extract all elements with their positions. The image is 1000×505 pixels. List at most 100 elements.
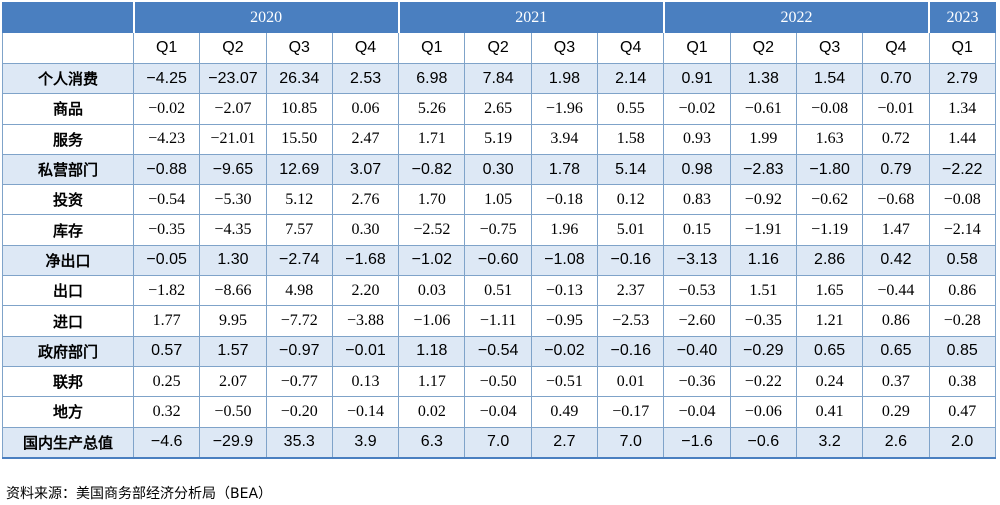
quarter-header-corner: [2, 32, 134, 64]
table-cell: −2.53: [597, 305, 665, 337]
row-label: 国内生产总值: [2, 426, 134, 459]
table-cell: 0.85: [928, 335, 996, 367]
table-cell: 2.65: [464, 93, 532, 125]
table-cell: −0.16: [597, 244, 665, 277]
table-cell: −0.02: [663, 93, 731, 125]
table-cell: 0.79: [862, 153, 930, 186]
table-cell: 2.20: [331, 275, 400, 307]
table-cell: 35.3: [265, 426, 333, 459]
table-cell: 1.16: [729, 244, 797, 277]
table-cell: 0.42: [862, 244, 930, 277]
row-label: 地方: [2, 396, 134, 428]
table-cell: −0.16: [597, 335, 665, 367]
table-cell: −0.05: [132, 244, 201, 277]
table-cell: −0.68: [862, 184, 930, 216]
table-cell: 0.55: [597, 93, 665, 125]
table-cell: 0.30: [331, 214, 400, 246]
table-cell: −9.65: [199, 153, 267, 186]
table-cell: 1.99: [729, 123, 797, 155]
table-row: 服务 −4.23 −21.01 15.50 2.47 1.71 5.19 3.94 1.58 0.…: [2, 123, 996, 155]
table-cell: −4.35: [199, 214, 267, 246]
table-cell: 1.98: [530, 62, 599, 95]
table-cell: 10.85: [265, 93, 333, 125]
table-cell: −0.95: [530, 305, 599, 337]
year-header-2022: 2022: [662, 2, 930, 33]
table-cell: −0.61: [729, 93, 797, 125]
table-cell: 0.91: [663, 62, 731, 95]
quarter-header: Q1: [928, 32, 996, 64]
table-cell: 1.51: [729, 275, 797, 307]
table-cell: 5.14: [597, 153, 665, 186]
table-row: 库存 −0.35 −4.35 7.57 0.30 −2.52 −0.75 1.96 5.01 0.…: [2, 214, 996, 246]
table-cell: −0.20: [265, 396, 333, 428]
table-cell: −0.54: [464, 335, 532, 367]
table-cell: 5.26: [398, 93, 466, 125]
table-cell: −0.50: [199, 396, 267, 428]
quarter-header: Q3: [795, 32, 864, 64]
table-row: 地方 0.32 −0.50 −0.20 −0.14 0.02 −0.04 0.49 −0.17−…: [2, 396, 996, 428]
table-cell: 1.96: [530, 214, 599, 246]
table-cell: −0.60: [464, 244, 532, 277]
year-header-2021: 2021: [397, 2, 665, 33]
table-cell: 0.72: [862, 123, 930, 155]
row-label: 政府部门: [2, 335, 134, 367]
table-cell: 0.01: [597, 365, 665, 398]
row-label: 净出口: [2, 244, 134, 277]
table-cell: −0.17: [597, 396, 665, 428]
table-cell: 0.93: [663, 123, 731, 155]
table-cell: −0.04: [464, 396, 532, 428]
table-cell: 15.50: [265, 123, 333, 155]
table-cell: 1.34: [928, 93, 996, 125]
table-cell: −0.88: [132, 153, 201, 186]
table-cell: 0.65: [795, 335, 864, 367]
quarter-header: Q2: [729, 32, 797, 64]
table-cell: −2.22: [928, 153, 996, 186]
table-cell: 0.70: [862, 62, 930, 95]
table-body: 个人消费 −4.25 −23.07 26.34 2.53 6.98 7.84 1.98 2.14…: [2, 62, 996, 459]
table-cell: −0.97: [265, 335, 333, 367]
table-cell: 0.25: [132, 365, 201, 398]
table-cell: 1.78: [530, 153, 599, 186]
table-cell: 0.98: [663, 153, 731, 186]
table-cell: 0.86: [862, 305, 930, 337]
table-cell: −0.01: [331, 335, 400, 367]
table-cell: 4.98: [265, 275, 333, 307]
table-cell: −0.08: [928, 184, 996, 216]
table-cell: 1.38: [729, 62, 797, 95]
quarter-header: Q4: [597, 32, 665, 64]
table-cell: −4.6: [132, 426, 201, 459]
table-row: 出口 −1.82 −8.66 4.98 2.20 0.03 0.51 −0.13 2.37 −0.…: [2, 275, 996, 307]
table-cell: −0.36: [663, 365, 731, 398]
table-cell: −1.96: [530, 93, 599, 125]
table-cell: −0.02: [132, 93, 201, 125]
year-header-corner: [2, 2, 134, 33]
table-cell: 2.53: [331, 62, 400, 95]
year-header-2020: 2020: [132, 2, 400, 33]
table-cell: −0.01: [862, 93, 930, 125]
table-cell: 1.54: [795, 62, 864, 95]
table-cell: 1.30: [199, 244, 267, 277]
table-cell: −0.13: [530, 275, 599, 307]
table-cell: 5.19: [464, 123, 532, 155]
table-cell: 0.51: [464, 275, 532, 307]
table-cell: 2.79: [928, 62, 996, 95]
table-cell: −0.18: [530, 184, 599, 216]
table-cell: 0.49: [530, 396, 599, 428]
table-row: 政府部门 0.57 1.57 −0.97 −0.01 1.18 −0.54 −0.02 −0.1…: [2, 335, 996, 367]
row-label: 进口: [2, 305, 134, 337]
table-cell: 1.63: [795, 123, 864, 155]
gdp-contribution-table: 2020 2021 2022 2023 Q1 Q2 Q3 Q4 Q1 Q2 Q3 Q4 Q1 Q2 Q3 Q…: [2, 2, 996, 459]
table-cell: −4.23: [132, 123, 201, 155]
table-cell: 1.70: [398, 184, 466, 216]
table-cell: 3.9: [331, 426, 400, 459]
table-cell: 26.34: [265, 62, 333, 95]
table-cell: 1.58: [597, 123, 665, 155]
table-cell: 0.15: [663, 214, 731, 246]
row-label: 服务: [2, 123, 134, 155]
table-row: 个人消费 −4.25 −23.07 26.34 2.53 6.98 7.84 1.98 2.14…: [2, 62, 996, 95]
quarter-header: Q4: [331, 32, 400, 64]
table-cell: −2.83: [729, 153, 797, 186]
table-cell: 0.02: [398, 396, 466, 428]
table-cell: 1.17: [398, 365, 466, 398]
quarter-header: Q2: [464, 32, 532, 64]
